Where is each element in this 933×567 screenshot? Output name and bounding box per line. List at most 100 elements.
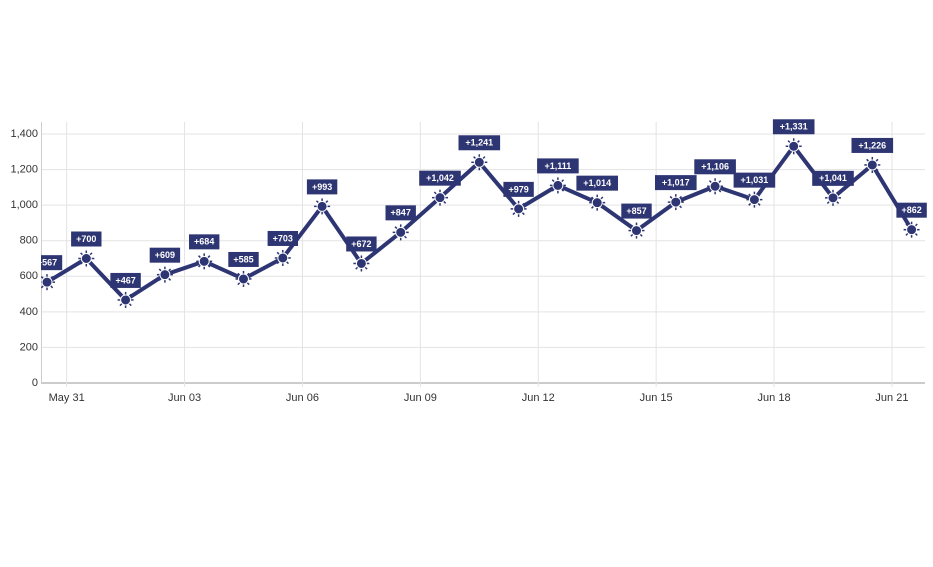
value-label-box — [655, 175, 697, 191]
marker — [903, 221, 920, 238]
y-tick-label: 0 — [32, 377, 38, 389]
marker-body — [709, 180, 721, 192]
value-label-box — [346, 236, 377, 252]
marker — [549, 177, 566, 194]
value-label-box — [71, 231, 102, 247]
marker — [589, 194, 606, 211]
marker — [746, 191, 763, 208]
y-tick-label: 600 — [20, 270, 38, 282]
value-label: +1,017 — [662, 177, 690, 187]
value-label: +1,014 — [583, 178, 611, 188]
y-tick-label: 1,000 — [10, 199, 38, 211]
marker-body — [591, 197, 603, 209]
marker — [235, 270, 252, 287]
value-label: +847 — [391, 208, 411, 218]
value-label: +979 — [508, 184, 528, 194]
value-label: +585 — [233, 254, 253, 264]
marker — [825, 189, 841, 206]
value-label-box — [385, 205, 416, 221]
marker-body — [866, 159, 878, 171]
value-label: +862 — [901, 205, 921, 215]
marker-body — [670, 196, 682, 208]
value-label-box — [694, 159, 736, 175]
y-tick-label: 800 — [20, 235, 38, 247]
marker — [510, 200, 527, 217]
value-label-box — [503, 181, 534, 197]
value-label: +1,241 — [465, 138, 493, 148]
marker — [392, 224, 409, 241]
marker-body — [41, 276, 53, 288]
x-tick-label: Jun 03 — [168, 392, 201, 404]
marker-body — [552, 179, 564, 191]
x-tick-label: May 31 — [49, 392, 85, 404]
marker-body — [513, 203, 525, 215]
marker-body — [788, 140, 800, 152]
value-label-box — [306, 179, 338, 195]
value-label-box — [537, 158, 579, 174]
marker-body — [238, 273, 249, 285]
value-label-box — [189, 234, 220, 250]
value-label: +1,331 — [780, 122, 808, 132]
marker — [274, 249, 291, 266]
value-label: +1,041 — [819, 173, 847, 183]
value-label-box — [772, 119, 815, 135]
value-label: +672 — [351, 239, 371, 249]
value-label-box — [228, 251, 259, 267]
marker-body — [395, 226, 407, 238]
value-label-box — [576, 175, 618, 191]
value-label-box — [149, 247, 181, 263]
marker-body — [198, 255, 210, 267]
x-tick-label: Jun 21 — [875, 392, 908, 404]
value-label-box — [851, 137, 894, 153]
marker — [314, 198, 331, 215]
value-label-box — [896, 202, 927, 218]
value-label: +467 — [115, 275, 135, 285]
value-label: +857 — [626, 206, 646, 216]
value-label: +1,111 — [545, 161, 572, 171]
value-label: +700 — [76, 234, 96, 244]
y-tick-label: 200 — [20, 341, 38, 353]
value-label-box — [458, 135, 501, 151]
x-tick-label: Jun 06 — [286, 392, 319, 404]
marker-body — [748, 194, 760, 206]
value-label-box — [267, 230, 298, 246]
value-label: +993 — [312, 182, 332, 192]
marker — [864, 156, 881, 173]
marker — [471, 154, 488, 171]
value-label: +609 — [155, 250, 175, 260]
marker-body — [80, 253, 92, 264]
marker — [628, 222, 645, 239]
value-label-box — [419, 170, 461, 186]
marker-body — [473, 156, 485, 168]
marker — [785, 138, 802, 155]
y-tick-label: 1,400 — [10, 128, 38, 140]
marker-body — [277, 252, 289, 264]
marker — [667, 194, 684, 211]
marker-body — [355, 257, 367, 269]
plot-area: +567 +700 +467 +609 +684 +585 +703 +993 +672 +847… — [37, 119, 927, 308]
marker-body — [906, 224, 918, 236]
marker-body — [316, 200, 328, 212]
marker-body — [120, 294, 132, 306]
value-label: +1,226 — [858, 140, 886, 150]
marker-body — [434, 192, 446, 204]
marker-body — [159, 269, 171, 281]
x-tick-label: Jun 18 — [758, 392, 791, 404]
value-label-box — [110, 272, 141, 288]
y-tick-label: 1,200 — [10, 163, 38, 175]
x-tick-label: Jun 12 — [522, 392, 555, 404]
marker — [117, 291, 134, 308]
value-label: +567 — [37, 258, 57, 268]
marker — [432, 189, 448, 206]
value-label: +684 — [194, 237, 214, 247]
marker — [707, 178, 724, 195]
marker — [196, 253, 213, 270]
x-tick-label: Jun 09 — [404, 392, 437, 404]
value-label-box — [41, 255, 63, 271]
value-label-box — [812, 170, 854, 186]
value-label: +703 — [273, 233, 293, 243]
grid — [41, 122, 925, 387]
marker-body — [631, 225, 642, 237]
y-tick-label: 400 — [20, 306, 38, 318]
